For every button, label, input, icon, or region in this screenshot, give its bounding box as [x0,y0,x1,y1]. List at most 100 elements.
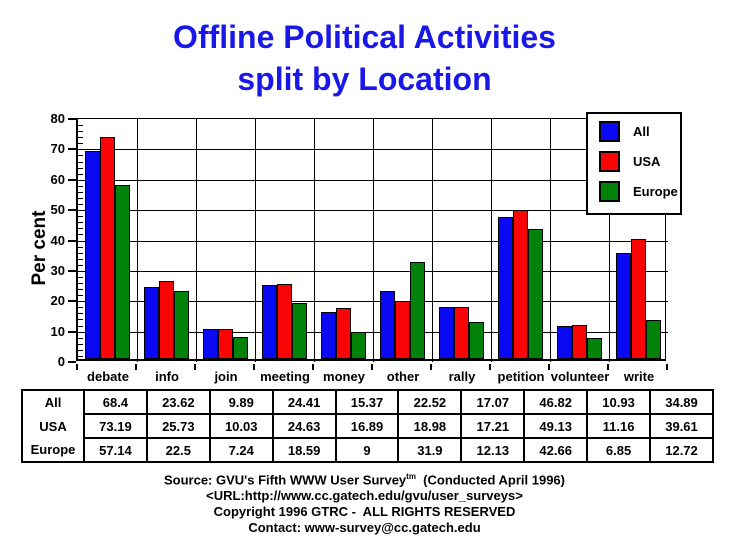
y-tick-label: 60 [50,172,65,187]
table-cell: 57.14 [83,437,148,463]
table-row-usa: USA 73.19 25.73 10.03 24.63 16.89 18.98 17.21 49… [22,413,714,439]
x-axis-tick [76,364,78,370]
bar-europe-rally [469,322,484,359]
bar-all-other [380,291,395,359]
legend-label-europe: Europe [633,184,678,199]
x-category-label-meeting: meeting [260,369,310,384]
bar-europe-money [351,332,366,359]
table-cell: 68.4 [83,389,148,415]
y-minor-tick [78,198,83,199]
y-tick-label: 20 [50,293,65,308]
bar-all-rally [439,307,454,359]
footer-copyright-line: Copyright 1996 GTRC - ALL RIGHTS RESERVE… [213,504,516,520]
gridline-vertical [196,119,197,362]
y-minor-tick [78,313,83,314]
y-minor-tick [78,204,83,205]
x-category-label-money: money [323,369,365,384]
legend-swatch-usa-icon [599,151,620,172]
legend-item-usa: USA [599,151,680,172]
legend-item-europe: Europe [599,181,680,202]
y-minor-tick [78,155,83,156]
table-cell: 11.16 [586,413,652,439]
bar-usa-meeting [277,284,292,359]
x-axis-tick [194,364,196,370]
x-axis-tick [312,364,314,370]
gridline-vertical [609,119,610,362]
bar-usa-other [395,301,410,359]
table-cell: 9.89 [208,389,274,415]
y-minor-tick [78,137,83,138]
table-cell: 24.41 [271,389,337,415]
bar-usa-info [159,281,174,359]
table-cell: 12.13 [460,437,526,463]
table-cell: 73.19 [83,413,148,439]
y-tick-label: 10 [50,324,65,339]
x-axis-tick [548,364,550,370]
y-major-tick [68,361,76,363]
legend-item-all: All [599,121,680,142]
gridline-vertical [255,119,256,362]
table-cell: 15.37 [334,389,400,415]
y-minor-tick [78,259,83,260]
y-tick-label: 30 [50,263,65,278]
x-category-label-volunteer: volunteer [550,369,610,384]
y-major-tick [68,240,76,242]
y-minor-tick [78,186,83,187]
bar-europe-info [174,291,189,359]
table-cell: 46.82 [523,389,589,415]
x-axis-tick [430,364,432,370]
footer-source-tm: tm [406,472,416,481]
y-minor-tick [78,222,83,223]
table-cell: 6.85 [586,437,652,463]
y-minor-tick [78,283,83,284]
x-category-label-join: join [214,369,238,384]
y-major-tick [68,300,76,302]
table-cell: 23.62 [145,389,211,415]
x-axis-tick [489,364,491,370]
y-minor-tick [78,307,83,308]
gridline-vertical [314,119,315,362]
table-cell: 17.21 [460,413,526,439]
table-cell: 24.63 [271,413,337,439]
table-cell: 22.5 [145,437,211,463]
legend-swatch-europe-icon [599,181,620,202]
table-row-all: All 68.4 23.62 9.89 24.41 15.37 22.52 17.07 46.8… [22,389,714,415]
bar-europe-write [646,320,661,359]
chart-title-line2: split by Location [237,61,492,97]
plot-area [76,118,668,362]
y-minor-tick [78,168,83,169]
bar-europe-debate [115,185,130,359]
table-cell: 18.59 [271,437,337,463]
table-cell: 34.89 [649,389,714,415]
x-axis-tick [666,364,668,370]
bar-all-meeting [262,285,277,359]
table-cell: 12.72 [649,437,714,463]
bar-europe-meeting [292,303,307,359]
footer-contact-line: Contact: www-survey@cc.gatech.edu [248,520,481,536]
y-minor-tick [78,356,83,357]
x-axis-tick [135,364,137,370]
table-row-header: All [22,390,85,414]
footer-source-line: Source: GVU's Fifth WWW User Surveytm (C… [0,469,729,488]
table-cell: 10.03 [208,413,274,439]
legend-swatch-all-icon [599,121,620,142]
y-minor-tick [78,289,83,290]
y-major-tick [68,179,76,181]
chart-title: Offline Political Activities split by Lo… [0,16,729,100]
x-axis-tick [607,364,609,370]
bar-usa-petition [513,210,528,359]
y-major-tick [68,270,76,272]
y-minor-tick [78,143,83,144]
bar-usa-rally [454,307,469,359]
x-axis-tick [371,364,373,370]
x-axis-tick [253,364,255,370]
gridline-vertical [550,119,551,362]
legend-label-usa: USA [633,154,661,169]
footer-source-prefix: Source: GVU's Fifth WWW User Survey [163,472,407,488]
bar-all-money [321,312,336,359]
legend-label-all: All [633,124,650,139]
gridline-vertical [432,119,433,362]
y-minor-tick [78,265,83,266]
y-minor-tick [78,228,83,229]
